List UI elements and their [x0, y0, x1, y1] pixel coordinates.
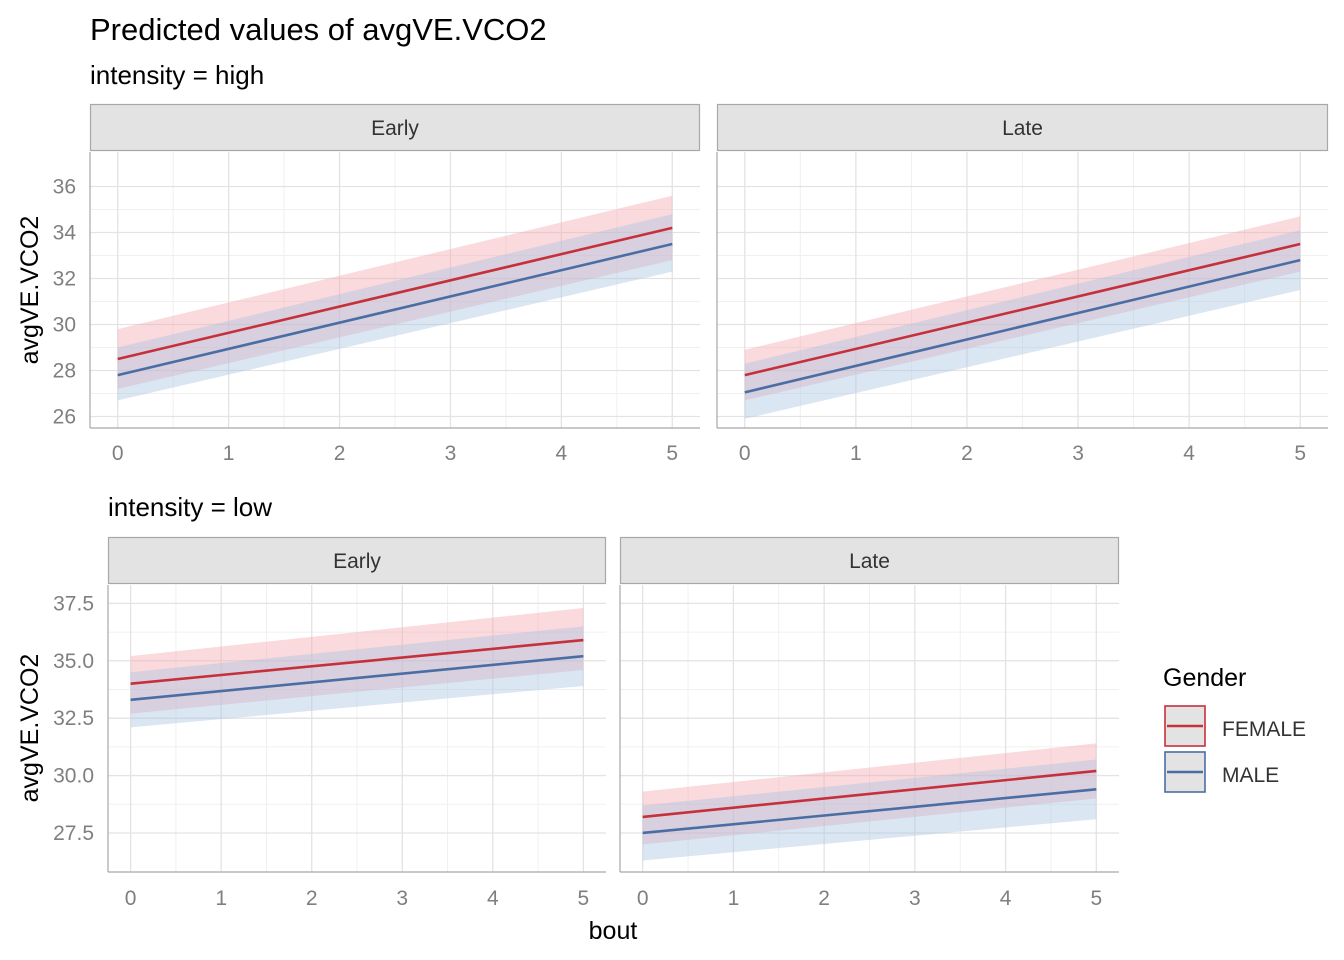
x-tick-label: 4	[556, 442, 568, 465]
y-tick-label: 34	[53, 222, 77, 245]
line-male-intensity-low-early	[130, 654, 584, 702]
line-female-intensity-high-late	[744, 242, 1301, 377]
panel-low-late: Late 0 1 2 3 4 5	[619, 536, 1120, 910]
x-tick-label: 1	[223, 442, 235, 465]
panel-high-late: Late 0 1 2 3 4 5	[716, 103, 1329, 465]
y-tick-label: 37.5	[53, 592, 94, 615]
x-tick-label: 4	[487, 887, 499, 910]
x-tick-label: 1	[850, 442, 862, 465]
legend-label-female: FEMALE	[1222, 718, 1306, 741]
strip-label-intensity-low-early: Early	[333, 550, 381, 573]
legend-label-male: MALE	[1222, 764, 1279, 787]
strip-label-intensity-low-late: Late	[849, 550, 890, 573]
grid-intensity-low-late	[620, 585, 1119, 872]
y-tick-label: 28	[53, 360, 76, 383]
y-tick-label: 35.0	[53, 650, 94, 673]
x-tick-label: 0	[739, 442, 751, 465]
line-male-intensity-high-early	[117, 242, 673, 377]
x-tick-label: 3	[445, 442, 457, 465]
y-tick-label: 32.5	[53, 707, 94, 730]
y-axis-title-high: avgVE.VCO2	[16, 216, 44, 365]
x-tick-label: 5	[1294, 442, 1306, 465]
x-tick-label: 2	[961, 442, 973, 465]
x-tick-label: 3	[1072, 442, 1084, 465]
x-tick-label: 5	[1090, 887, 1102, 910]
x-tick-label: 2	[334, 442, 346, 465]
line-male-intensity-high-late	[744, 258, 1301, 394]
x-tick-label: 0	[112, 442, 124, 465]
x-tick-label: 4	[1000, 887, 1012, 910]
legend-entry-female: FEMALE	[1164, 705, 1306, 747]
x-axis-title: bout	[589, 917, 638, 945]
y-tick-label: 27.5	[53, 822, 94, 845]
y-tick-label: 30	[53, 314, 76, 337]
y-tick-label: 26	[53, 406, 76, 429]
y-tick-label: 32	[53, 268, 76, 291]
x-tick-label: 5	[578, 887, 590, 910]
row-subtitle-high: intensity = high	[90, 60, 264, 90]
row-intensity-low: intensity = low avgVE.VCO2 Early 0 1 2 3 4 5 27…	[16, 492, 1120, 910]
strip-intensity-high-late	[716, 103, 1329, 152]
line-female-intensity-low-early	[130, 638, 584, 686]
legend-entry-male: MALE	[1164, 751, 1279, 793]
x-tick-label: 1	[728, 887, 740, 910]
strip-intensity-low-early	[107, 536, 607, 585]
chart-title: Predicted values of avgVE.VCO2	[90, 12, 547, 47]
x-tick-label: 0	[637, 887, 649, 910]
x-tick-label: 1	[215, 887, 227, 910]
line-female-intensity-high-early	[117, 226, 673, 361]
legend: Gender FEMALE MALE	[1163, 664, 1306, 793]
grid-intensity-high-late	[717, 152, 1328, 428]
y-axis-title-low: avgVE.VCO2	[16, 654, 44, 803]
x-tick-label: 3	[396, 887, 408, 910]
grid-intensity-high-early	[90, 152, 700, 428]
y-tick-label: 30.0	[53, 765, 94, 788]
strip-label-intensity-high-late: Late	[1002, 117, 1043, 140]
panel-low-early: Early 0 1 2 3 4 5 27.5 30.0 32.5 35.0 37.5	[53, 536, 607, 910]
strip-label-intensity-high-early: Early	[371, 117, 419, 140]
legend-title: Gender	[1163, 664, 1246, 692]
strip-intensity-high-early	[89, 103, 701, 152]
x-tick-label: 2	[818, 887, 830, 910]
x-tick-label: 5	[666, 442, 678, 465]
x-tick-label: 4	[1183, 442, 1195, 465]
y-tick-label: 36	[53, 176, 76, 199]
line-male-intensity-low-late	[642, 788, 1097, 835]
x-tick-label: 3	[909, 887, 921, 910]
line-female-intensity-low-late	[642, 769, 1097, 819]
row-subtitle-low: intensity = low	[108, 492, 272, 522]
strip-intensity-low-late	[619, 536, 1120, 585]
x-tick-label: 2	[306, 887, 318, 910]
x-tick-label: 0	[125, 887, 137, 910]
